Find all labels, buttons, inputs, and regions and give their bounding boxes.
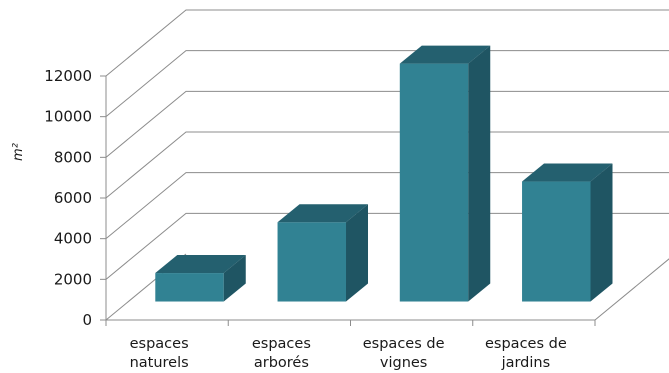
bar-front: [155, 273, 224, 302]
bar-front: [522, 181, 591, 302]
bar-front: [277, 222, 347, 302]
gridline: [105, 50, 669, 118]
bar: [399, 45, 491, 302]
x-category-label-line: jardins: [501, 355, 551, 371]
y-tick-labels: 0 2000 4000 6000 8000 10000 12000: [44, 67, 92, 329]
bar-top: [155, 255, 246, 274]
bar-side: [223, 255, 246, 302]
gridline: [105, 131, 669, 199]
x-category-label: espaces de jardins: [485, 336, 567, 371]
bar-side: [590, 163, 613, 302]
x-category-label-line: espaces de: [485, 336, 567, 352]
y-tick-label: 0: [82, 311, 92, 329]
x-category-label: espaces arborés: [252, 336, 311, 371]
bar-side: [346, 204, 369, 302]
x-category-label: espaces de vignes: [363, 336, 445, 371]
x-category-label-line: espaces de: [363, 336, 445, 352]
gridline: [105, 9, 669, 77]
bar-top: [399, 45, 491, 64]
gridline: [105, 172, 669, 240]
y-tick-label: 6000: [54, 189, 92, 207]
bar-top: [277, 204, 369, 223]
bar: [277, 204, 369, 302]
x-category-label-line: espaces: [130, 336, 189, 352]
x-category-label-line: vignes: [380, 355, 427, 371]
x-category-label-line: naturels: [130, 355, 189, 371]
bar-side: [468, 45, 491, 302]
bar: [155, 255, 246, 302]
x-category-labels: espaces naturels espaces arborés espaces de v…: [130, 336, 567, 371]
y-tick-label: 2000: [54, 270, 92, 288]
bars: [155, 45, 613, 302]
bar-front: [399, 63, 469, 302]
y-tick-label: 10000: [44, 108, 92, 126]
bar-top: [522, 163, 613, 182]
gridline: [105, 212, 669, 280]
x-category-label-line: espaces: [252, 336, 311, 352]
bar: [522, 163, 613, 302]
gridline: [105, 90, 669, 158]
y-tick-label: 8000: [54, 148, 92, 166]
x-category-label: espaces naturels: [130, 336, 189, 371]
y-tick-label: 4000: [54, 230, 92, 248]
y-axis-label: m²: [11, 143, 26, 161]
gridlines: [105, 9, 669, 280]
x-category-label-line: arborés: [254, 355, 309, 371]
y-tick-label: 12000: [44, 67, 92, 85]
